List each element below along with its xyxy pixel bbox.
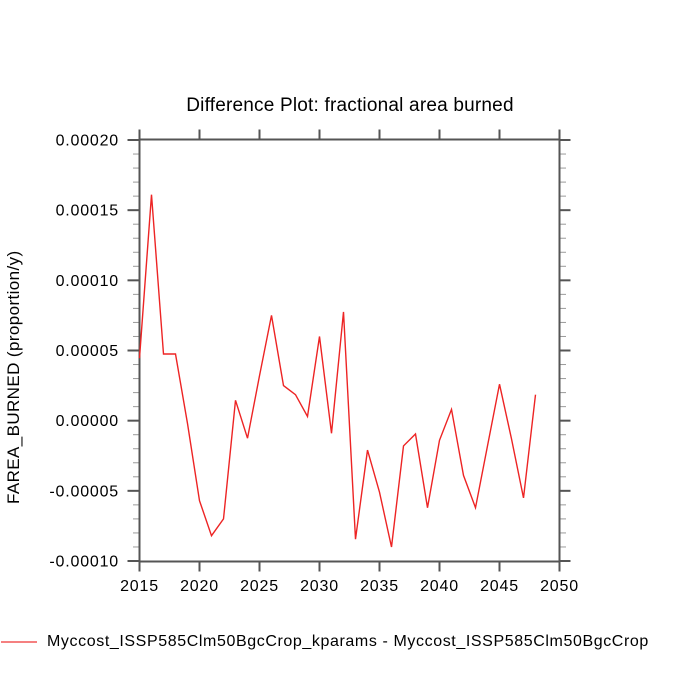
y-tick-label: 0.00015	[56, 203, 119, 220]
x-tick-label: 2040	[420, 578, 459, 595]
y-tick-label: 0.00005	[56, 343, 119, 360]
y-tick-label: 0.00010	[56, 273, 119, 290]
x-tick-label: 2030	[300, 578, 339, 595]
x-tick-label: 2045	[480, 578, 519, 595]
axis-frame	[138, 138, 561, 563]
x-tick-label: 2035	[360, 578, 399, 595]
x-tick-label: 2015	[120, 578, 159, 595]
x-tick-label: 2050	[540, 578, 579, 595]
x-tick-label: 2020	[180, 578, 219, 595]
data-line	[138, 194, 537, 548]
legend: Myccost_ISSP585Clm50BgcCrop_kparams - My…	[0, 631, 700, 653]
legend-line-swatch	[1, 641, 37, 643]
x-tick-label: 2025	[240, 578, 279, 595]
chart-title: Difference Plot: fractional area burned	[186, 95, 514, 116]
legend-label: Myccost_ISSP585Clm50BgcCrop_kparams - My…	[47, 633, 649, 650]
y-tick-label: -0.00010	[49, 554, 119, 571]
y-tick-label: 0.00000	[56, 413, 119, 430]
y-tick-label: 0.00020	[56, 133, 119, 150]
y-tick-label: -0.00005	[49, 483, 119, 500]
